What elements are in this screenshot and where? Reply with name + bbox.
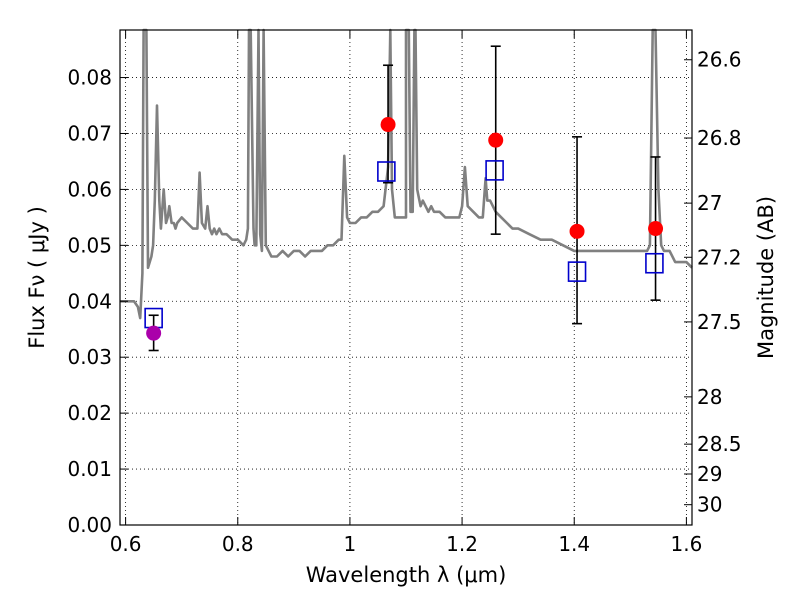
y-tick-label: 0.08: [67, 66, 112, 90]
model-square-marker: [485, 160, 504, 181]
y2-tick-label: 27.5: [697, 310, 742, 334]
y2-tick-label: 27: [697, 191, 722, 215]
x-tick-label: 1.6: [670, 532, 702, 556]
x-tick-label: 1.4: [558, 532, 590, 556]
model-square-marker: [645, 252, 664, 274]
y2-tick-label: 29: [697, 462, 722, 486]
data-point: [380, 117, 396, 133]
x-tick-label: 1: [344, 532, 357, 556]
y-tick-label: 0.06: [67, 177, 112, 201]
x-tick-label: 0.8: [222, 532, 254, 556]
x-tick-label: 0.6: [110, 532, 142, 556]
y2-tick-label: 26.8: [697, 126, 742, 150]
plot-frame: [119, 29, 693, 526]
y-tick-label: 0.05: [67, 233, 112, 257]
data-point: [648, 221, 664, 237]
data-point: [488, 132, 504, 148]
data-point: [146, 325, 162, 341]
ticks: 0.6 0.8 1 1.2 1.4 1.6 0.00 0.01 0.02 0.03 0.04 0.05…: [67, 30, 742, 556]
y-axis-label: Flux Fν ( μJy ): [25, 206, 49, 349]
y2-tick-label: 30: [697, 493, 722, 517]
y-tick-label: 0.01: [67, 457, 112, 481]
y-tick-label: 0.04: [67, 289, 112, 313]
y2-axis-label: Magnitude (AB): [754, 196, 778, 359]
y2-tick-label: 28: [697, 385, 722, 409]
x-axis-label: Wavelength λ (μm): [306, 563, 507, 587]
y2-tick-label: 28.5: [697, 432, 742, 456]
model-square-marker: [567, 261, 587, 282]
y2-tick-label: 26.6: [697, 48, 742, 72]
spectrum-line: [120, 28, 693, 320]
model-square-marker: [377, 161, 396, 182]
data-point: [569, 223, 585, 239]
y-tick-label: 0.07: [67, 121, 112, 145]
spectrum-layer: [120, 28, 693, 320]
y2-tick-label: 27.2: [697, 245, 742, 269]
x-tick-label: 1.2: [446, 532, 478, 556]
y-tick-label: 0.00: [67, 513, 112, 537]
marker-layer: [144, 117, 664, 341]
y-tick-label: 0.03: [67, 345, 112, 369]
y-tick-label: 0.02: [67, 401, 112, 425]
errorbar-layer: [148, 45, 661, 352]
